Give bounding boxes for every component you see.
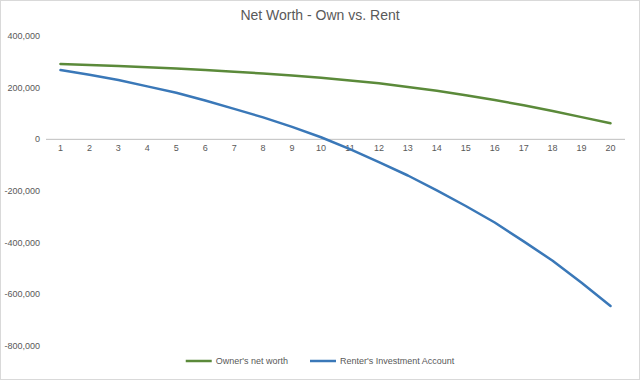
x-tick-label: 14 bbox=[432, 143, 442, 153]
legend-swatch bbox=[186, 360, 212, 363]
y-tick-label: -400,000 bbox=[4, 238, 40, 248]
x-tick-label: 10 bbox=[316, 143, 326, 153]
y-tick-label: -600,000 bbox=[4, 289, 40, 299]
plot-area bbox=[60, 64, 610, 306]
x-tick-label: 8 bbox=[261, 143, 266, 153]
legend-label: Owner's net worth bbox=[216, 356, 288, 366]
x-tick-label: 15 bbox=[461, 143, 471, 153]
chart-title: Net Worth - Own vs. Rent bbox=[240, 7, 399, 23]
series-line bbox=[60, 64, 610, 123]
x-tick-label: 17 bbox=[519, 143, 529, 153]
x-tick-label: 9 bbox=[290, 143, 295, 153]
x-tick-label: 6 bbox=[203, 143, 208, 153]
x-tick-label: 2 bbox=[87, 143, 92, 153]
x-tick-label: 12 bbox=[374, 143, 384, 153]
x-tick-label: 16 bbox=[490, 143, 500, 153]
series-line bbox=[60, 70, 610, 306]
x-tick-label: 18 bbox=[548, 143, 558, 153]
legend-label: Renter's Investment Account bbox=[340, 356, 455, 366]
legend-swatch bbox=[310, 360, 336, 363]
x-tick-label: 4 bbox=[145, 143, 150, 153]
chart-border bbox=[1, 1, 640, 380]
legend: Owner's net worth Renter's Investment Acc… bbox=[186, 356, 455, 366]
x-tick-label: 13 bbox=[403, 143, 413, 153]
x-tick-label: 1 bbox=[58, 143, 63, 153]
y-tick-label: 400,000 bbox=[7, 31, 40, 41]
chart: Net Worth - Own vs. Rent -800,000 -600,000… bbox=[0, 0, 640, 380]
x-axis-line bbox=[46, 139, 625, 140]
x-tick-label: 3 bbox=[116, 143, 121, 153]
x-tick-label: 19 bbox=[577, 143, 587, 153]
x-tick-label: 20 bbox=[606, 143, 616, 153]
y-tick-label: 0 bbox=[35, 134, 40, 144]
y-tick-label: -800,000 bbox=[4, 341, 40, 351]
x-tick-label: 7 bbox=[232, 143, 237, 153]
y-tick-label: 200,000 bbox=[7, 83, 40, 93]
y-tick-label: -200,000 bbox=[4, 186, 40, 196]
x-tick-label: 5 bbox=[174, 143, 179, 153]
